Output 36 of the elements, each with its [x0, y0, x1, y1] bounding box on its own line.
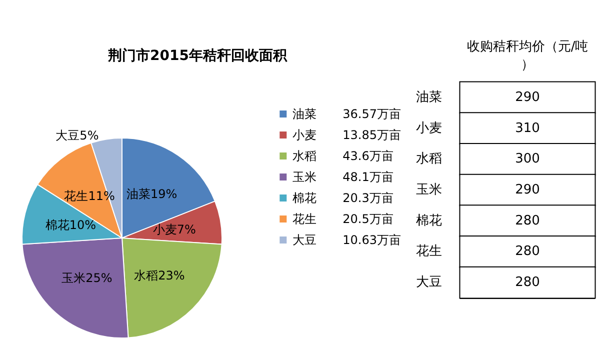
category-label: 小麦7%: [152, 222, 196, 237]
legend-label: 花生: [292, 212, 317, 226]
text: 10.63万亩: [342, 233, 402, 247]
text: 43.6万亩: [342, 149, 394, 163]
data-label: 300: [515, 152, 540, 167]
data-label: 290: [515, 182, 540, 198]
legend-label: 玉米: [292, 170, 317, 184]
legend-label: 棉花: [292, 191, 317, 205]
y-tick-label: 油菜: [416, 90, 442, 105]
chart-title: 荆门市2015年秸秆回收面积: [107, 47, 288, 64]
text: 36.57万亩: [342, 107, 402, 121]
legend-label: 油菜: [292, 107, 317, 121]
data-label: 280: [515, 244, 540, 260]
data-label: 290: [515, 90, 540, 105]
legend-label: 大豆: [292, 233, 317, 247]
y-tick-label: 玉米: [416, 182, 442, 198]
text: 48.1万亩: [342, 170, 394, 184]
data-label: 280: [515, 275, 540, 290]
y-tick-label: 棉花: [416, 213, 442, 228]
data-label: 310: [515, 120, 540, 136]
category-label: 水稻23%: [134, 268, 185, 282]
data-label: 280: [515, 213, 540, 228]
y-tick-label: 小麦: [416, 120, 442, 136]
x-tick-label: 收购秸秆均价（元/吨）: [466, 40, 588, 72]
category-label: 棉花10%: [45, 218, 96, 232]
category-label: 玉米25%: [62, 270, 112, 285]
legend-label: 小麦: [292, 128, 317, 142]
category-label: 油菜19%: [126, 187, 178, 202]
text: 13.85万亩: [342, 128, 402, 142]
legend-label: 水稻: [292, 149, 317, 163]
text: 20.3万亩: [342, 191, 394, 205]
category-label: 大豆5%: [56, 128, 99, 142]
y-tick-label: 水稻: [416, 152, 442, 167]
text: 20.5万亩: [342, 212, 394, 226]
y-tick-label: 大豆: [416, 275, 442, 290]
y-tick-label: 花生: [416, 244, 442, 260]
